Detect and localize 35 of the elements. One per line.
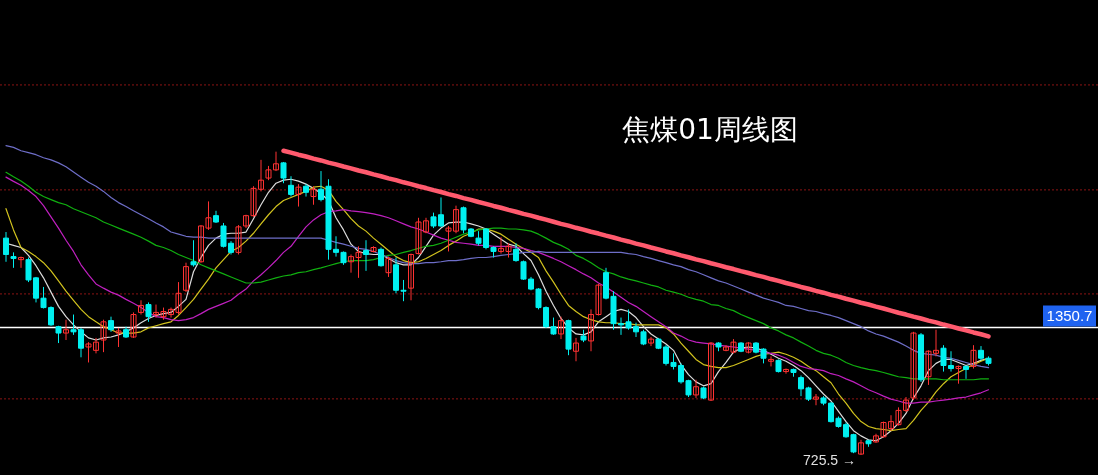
candlestick: [693, 379, 699, 399]
candlestick: [138, 299, 144, 316]
candlestick: [970, 344, 977, 370]
candlestick: [130, 311, 137, 339]
candlestick: [190, 239, 197, 268]
candlestick: [513, 242, 519, 263]
candlestick: [3, 231, 9, 263]
candlestick: [708, 341, 714, 402]
candlestick: [363, 239, 369, 272]
annotation: 1350.7: [1046, 307, 1093, 325]
candlestick: [963, 365, 969, 380]
candlestick: [18, 256, 24, 269]
candlestick: [858, 439, 864, 456]
candlestick: [783, 368, 789, 375]
candlestick: [378, 247, 384, 268]
candlestick: [408, 253, 414, 301]
chart-title: 焦煤01周线图: [622, 113, 798, 146]
candlestick: [310, 185, 317, 206]
candlestick: [910, 331, 917, 401]
annotation: 725.5 →: [803, 451, 856, 468]
candlestick: [288, 175, 294, 198]
candlestick: [183, 262, 189, 293]
candlestick: [115, 327, 122, 348]
candlestick: [385, 256, 392, 278]
candlestick: [303, 183, 309, 198]
candlestick: [145, 301, 152, 323]
candlestick: [955, 365, 962, 385]
candlestick: [573, 337, 579, 362]
candlestick: [813, 393, 819, 406]
candlestick: [63, 319, 69, 341]
candlestick: [648, 336, 654, 347]
candlestick: [100, 319, 107, 353]
candlestick: [558, 316, 564, 340]
candlestick: [295, 183, 302, 208]
candlestick: [768, 355, 774, 367]
